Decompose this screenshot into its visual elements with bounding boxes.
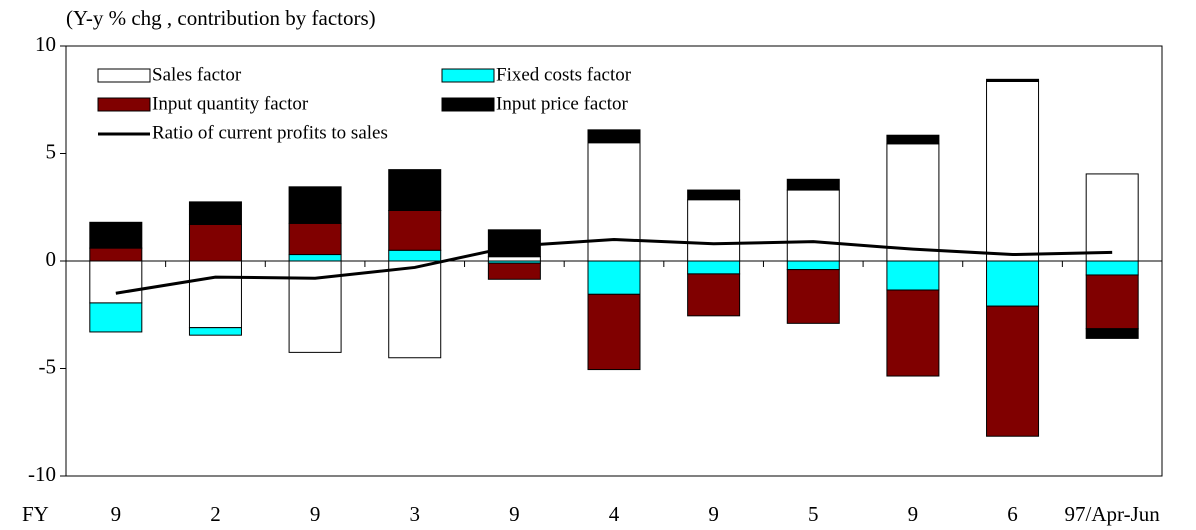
bar bbox=[388, 260, 442, 359]
bar bbox=[1085, 328, 1139, 339]
y-tick-label: -10 bbox=[28, 462, 56, 486]
bar bbox=[786, 260, 840, 271]
legend-label: Ratio of current profits to sales bbox=[152, 122, 388, 143]
bar bbox=[886, 143, 940, 262]
legend-swatch bbox=[441, 97, 495, 112]
chart-title: (Y-y % chg , contribution by factors) bbox=[66, 6, 376, 30]
bar bbox=[587, 129, 641, 144]
bar bbox=[388, 249, 442, 262]
bar bbox=[687, 189, 741, 201]
bar bbox=[886, 289, 940, 377]
x-tick-label: 9 bbox=[908, 502, 919, 526]
bar bbox=[687, 199, 741, 262]
x-tick-label: 4 bbox=[609, 502, 620, 526]
bar bbox=[89, 247, 143, 262]
bar bbox=[288, 260, 342, 353]
bar bbox=[886, 134, 940, 145]
bar bbox=[1085, 274, 1139, 330]
bar bbox=[587, 260, 641, 295]
x-tick-label: 9 bbox=[708, 502, 719, 526]
x-tick-label: 9 bbox=[509, 502, 520, 526]
line-series bbox=[115, 237, 1113, 295]
x-tick-label: 5 bbox=[808, 502, 819, 526]
legend-swatch bbox=[97, 97, 151, 112]
bar bbox=[986, 78, 1040, 82]
bar bbox=[388, 169, 442, 211]
legend-label: Input price factor bbox=[496, 93, 629, 114]
bar bbox=[288, 186, 342, 224]
bar bbox=[188, 201, 242, 225]
bar bbox=[1085, 173, 1139, 262]
bar bbox=[288, 254, 342, 262]
bar bbox=[89, 221, 143, 249]
y-tick-label: 0 bbox=[46, 247, 57, 271]
bar bbox=[687, 273, 741, 317]
bar bbox=[786, 269, 840, 324]
bar bbox=[487, 262, 541, 280]
bar bbox=[687, 260, 741, 275]
legend-label: Fixed costs factor bbox=[496, 64, 632, 85]
x-tick-label: 9 bbox=[310, 502, 321, 526]
bar bbox=[986, 305, 1040, 437]
bar bbox=[786, 178, 840, 191]
legend-swatch bbox=[97, 68, 151, 83]
bar bbox=[986, 80, 1040, 262]
bar bbox=[1085, 260, 1139, 276]
x-tick-label: 2 bbox=[210, 502, 221, 526]
y-tick-label: -5 bbox=[39, 354, 57, 378]
bar bbox=[786, 189, 840, 262]
bar bbox=[587, 142, 641, 262]
legend-swatch bbox=[441, 68, 495, 83]
x-tick-label: 97/Apr-Jun bbox=[1065, 502, 1161, 526]
legend-label: Sales factor bbox=[152, 64, 242, 85]
bar bbox=[89, 260, 143, 304]
bar bbox=[587, 293, 641, 371]
x-tick-label: 6 bbox=[1007, 502, 1018, 526]
x-axis-label: FY bbox=[22, 502, 49, 526]
bar bbox=[188, 260, 242, 329]
bar bbox=[487, 256, 541, 262]
bar bbox=[288, 222, 342, 256]
legend-label: Input quantity factor bbox=[152, 93, 309, 114]
x-tick-label: 3 bbox=[409, 502, 420, 526]
bar bbox=[188, 223, 242, 262]
y-tick-label: 10 bbox=[35, 32, 56, 56]
bar bbox=[487, 229, 541, 258]
x-tick-label: 9 bbox=[111, 502, 122, 526]
bar bbox=[188, 327, 242, 336]
bar bbox=[388, 209, 442, 251]
bar bbox=[89, 302, 143, 333]
bar bbox=[986, 260, 1040, 307]
bar bbox=[886, 260, 940, 291]
y-tick-label: 5 bbox=[46, 139, 57, 163]
